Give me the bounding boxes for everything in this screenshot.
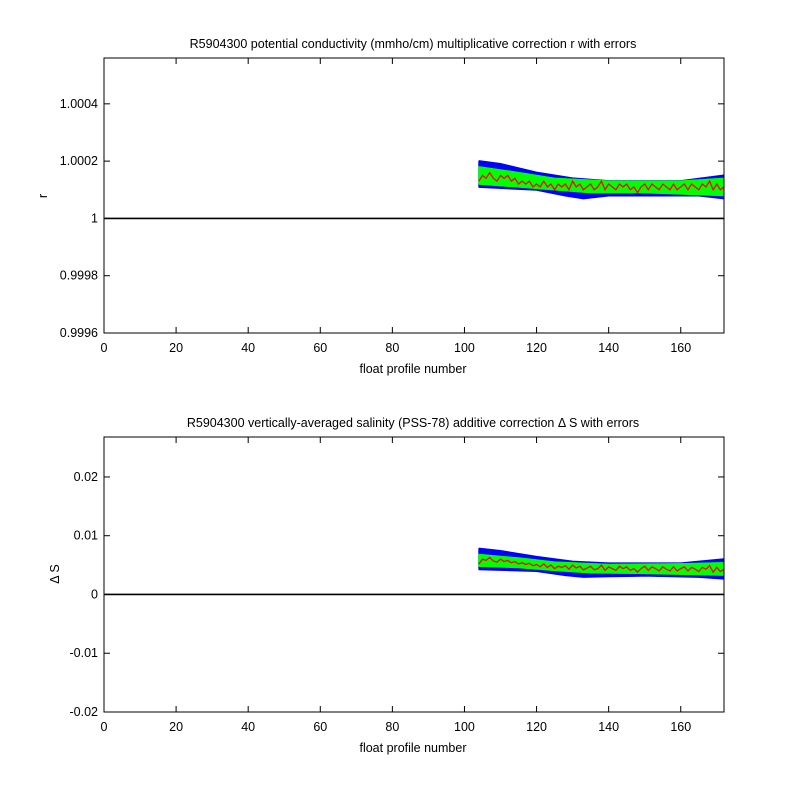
x-tick-label: 20 xyxy=(169,720,183,734)
x-tick-label: 40 xyxy=(241,341,255,355)
error-bands xyxy=(478,160,725,200)
y-axis-label: r xyxy=(36,194,50,198)
correction-line xyxy=(478,171,725,194)
y-axis-label: Δ S xyxy=(48,564,62,583)
y-tick-label: 1.0004 xyxy=(60,97,98,111)
x-tick-label: 160 xyxy=(670,341,691,355)
x-tick-label: 120 xyxy=(526,341,547,355)
x-axis-label: float profile number xyxy=(359,362,466,376)
y-tick-label: -0.01 xyxy=(70,646,99,660)
x-tick-label: 0 xyxy=(101,341,108,355)
y-tick-label: -0.02 xyxy=(70,705,99,719)
y-tick-label: 0.9996 xyxy=(60,326,98,340)
y-tick-label: 1.0002 xyxy=(60,154,98,168)
y-tick-label: 0.02 xyxy=(74,470,98,484)
plot-delta-s: R5904300 vertically-averaged salinity (P… xyxy=(48,416,725,755)
x-tick-label: 0 xyxy=(101,720,108,734)
x-tick-label: 100 xyxy=(454,341,475,355)
plot-title: R5904300 vertically-averaged salinity (P… xyxy=(187,416,639,430)
x-tick-label: 140 xyxy=(598,720,619,734)
plot-title: R5904300 potential conductivity (mmho/cm… xyxy=(190,37,637,51)
x-tick-label: 60 xyxy=(313,720,327,734)
x-tick-label: 100 xyxy=(454,720,475,734)
x-tick-label: 120 xyxy=(526,720,547,734)
inner-error-edge xyxy=(478,565,725,576)
x-tick-label: 60 xyxy=(313,341,327,355)
correction-line xyxy=(478,556,725,574)
axes-frame xyxy=(103,57,725,334)
inner-error-edge xyxy=(478,166,725,182)
series-lines xyxy=(104,171,725,220)
tick-marks: 0 20 40 60 80 100 120 140 160 -0.02 -0.01 0 0.01 0.02 xyxy=(70,437,724,734)
x-tick-label: 80 xyxy=(385,720,399,734)
series-lines xyxy=(104,556,725,596)
outer-error-edge xyxy=(478,568,725,580)
x-tick-label: 80 xyxy=(385,341,399,355)
x-axis-label: float profile number xyxy=(359,741,466,755)
inner-error-edge xyxy=(478,183,725,197)
tick-marks: 0 20 40 60 80 100 120 140 160 0.9996 0.9998 1 1.0002… xyxy=(60,58,724,355)
y-tick-label: 0 xyxy=(91,587,98,601)
outer-error-edge xyxy=(478,185,725,200)
inner-error-edge xyxy=(478,553,725,566)
x-tick-label: 160 xyxy=(670,720,691,734)
plot-r: R5904300 potential conductivity (mmho/cm… xyxy=(36,37,725,376)
y-tick-label: 1 xyxy=(91,211,98,225)
x-tick-label: 140 xyxy=(598,341,619,355)
axes-frame xyxy=(103,436,725,713)
y-tick-label: 0.01 xyxy=(74,529,98,543)
y-tick-label: 0.9998 xyxy=(60,269,98,283)
x-tick-label: 20 xyxy=(169,341,183,355)
x-tick-label: 40 xyxy=(241,720,255,734)
